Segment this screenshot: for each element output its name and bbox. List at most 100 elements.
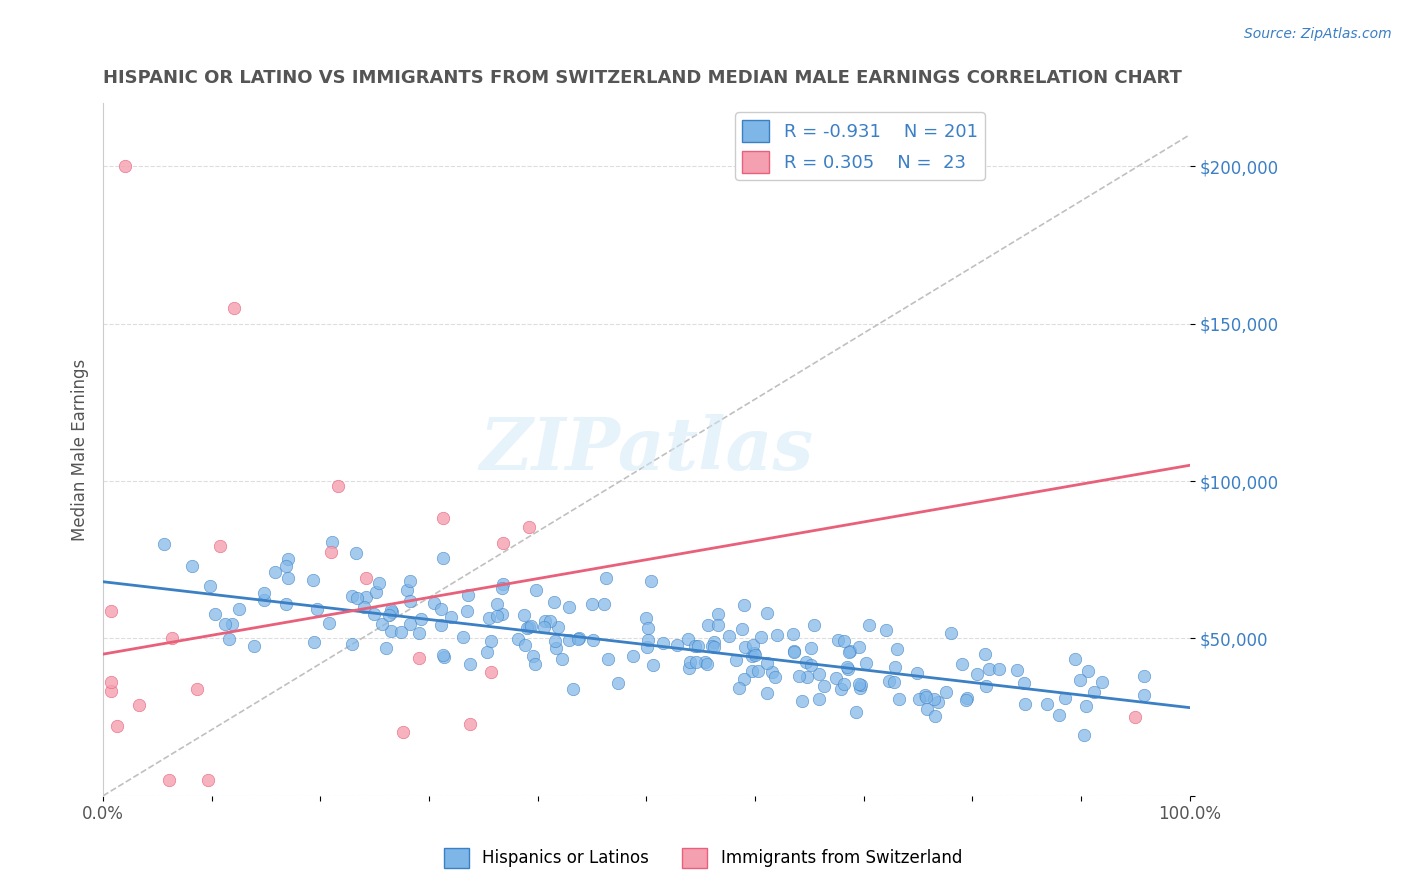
Point (839, 644, 862, 658)
Point (685, 639, 707, 653)
Point (105, 718, 128, 732)
Point (534, 614, 557, 628)
Point (492, 536, 515, 550)
Point (378, 608, 401, 623)
Point (813, 679, 835, 693)
Point (430, 601, 453, 615)
Point (908, 692, 931, 706)
Point (803, 618, 825, 632)
Point (652, 636, 675, 650)
Point (924, 708, 946, 723)
Point (858, 618, 880, 632)
Point (389, 625, 412, 640)
Point (540, 614, 562, 628)
Point (399, 574, 422, 588)
Point (302, 573, 325, 587)
Point (197, 772, 219, 787)
Point (491, 607, 513, 621)
Point (832, 676, 855, 690)
Point (204, 607, 226, 621)
Point (696, 618, 718, 632)
Point (755, 606, 778, 620)
Point (411, 612, 433, 626)
Point (973, 647, 995, 661)
Point (756, 686, 779, 700)
Point (886, 642, 908, 657)
Point (478, 611, 501, 625)
Point (432, 648, 454, 662)
Point (830, 681, 852, 696)
Point (523, 657, 546, 671)
Point (581, 597, 603, 611)
Point (432, 511, 454, 525)
Point (977, 663, 1000, 677)
Point (558, 599, 581, 614)
Point (305, 602, 328, 616)
Point (100, 674, 122, 689)
Point (346, 591, 368, 606)
Point (724, 653, 747, 667)
Point (696, 657, 718, 671)
Text: Source: ZipAtlas.com: Source: ZipAtlas.com (1244, 27, 1392, 41)
Point (517, 520, 540, 534)
Point (186, 681, 208, 696)
Point (935, 685, 957, 699)
Point (456, 605, 478, 619)
Point (547, 620, 569, 634)
Point (950, 657, 973, 671)
Point (1083, 685, 1105, 699)
Point (800, 657, 823, 672)
Point (432, 550, 454, 565)
Point (621, 649, 644, 664)
Point (491, 581, 513, 595)
Point (827, 632, 849, 647)
Point (733, 599, 755, 613)
Point (354, 590, 377, 604)
Point (302, 634, 325, 648)
Point (524, 582, 547, 597)
Point (328, 479, 350, 493)
Point (321, 545, 343, 559)
Point (887, 692, 910, 706)
Text: ZIPatlas: ZIPatlas (479, 414, 814, 485)
Legend: Hispanics or Latinos, Immigrants from Switzerland: Hispanics or Latinos, Immigrants from Sw… (437, 841, 969, 875)
Point (744, 646, 766, 660)
Point (1054, 690, 1077, 705)
Point (160, 631, 183, 645)
Point (391, 724, 413, 739)
Point (849, 681, 872, 696)
Point (381, 605, 404, 619)
Point (543, 634, 565, 648)
Point (598, 651, 620, 665)
Point (637, 621, 659, 635)
Point (915, 702, 938, 716)
Point (274, 559, 297, 574)
Point (513, 638, 536, 652)
Point (492, 577, 515, 591)
Point (214, 617, 236, 632)
Point (832, 634, 855, 648)
Point (1132, 688, 1154, 702)
Point (1091, 674, 1114, 689)
Point (567, 632, 589, 646)
Point (114, 159, 136, 173)
Point (702, 639, 724, 653)
Point (433, 649, 456, 664)
Point (914, 690, 936, 705)
Point (741, 664, 763, 678)
Point (568, 632, 591, 646)
Point (457, 588, 479, 602)
Point (914, 688, 936, 702)
Point (546, 640, 568, 655)
Point (742, 639, 765, 653)
Point (380, 624, 402, 638)
Point (354, 571, 377, 585)
Point (956, 690, 979, 705)
Point (440, 610, 463, 624)
Point (783, 644, 806, 658)
Point (782, 645, 804, 659)
Point (678, 661, 700, 675)
Point (1069, 673, 1091, 687)
Point (755, 656, 778, 670)
Point (222, 301, 245, 315)
